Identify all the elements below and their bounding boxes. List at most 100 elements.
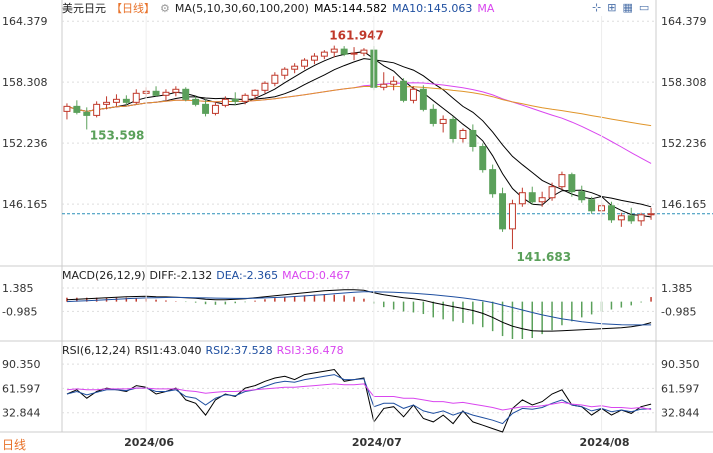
candle-body: [380, 83, 388, 88]
rsi-tick-left: 61.597: [2, 382, 41, 395]
candle-body: [429, 108, 437, 124]
macd-tick-right: -0.985: [661, 305, 696, 318]
candle-body: [211, 104, 219, 114]
candle-body: [340, 48, 348, 55]
candle-body: [192, 98, 200, 105]
candle-body: [291, 65, 299, 70]
candle-body: [350, 52, 358, 55]
candle-body: [271, 74, 279, 84]
candle-body: [419, 88, 427, 110]
prior-low-annotation: 153.598: [90, 128, 145, 142]
candle-body: [518, 192, 526, 205]
candle-body: [607, 205, 615, 221]
price-tick-left: 146.165: [2, 198, 48, 211]
toolbar: ⊹⊞▦▭: [592, 1, 655, 15]
macd-legend: MACD(26,12,9) DIFF:-2.132 DEA:-2.365 MACD:0…: [62, 269, 354, 283]
price-tick-right: 146.165: [661, 198, 707, 211]
rsi-tick-left: 90.350: [2, 358, 41, 371]
price-tick-left: 152.236: [2, 137, 48, 150]
candle-body: [627, 215, 635, 222]
candle-body: [548, 186, 556, 199]
price-tick-left: 164.379: [2, 15, 48, 28]
macd-params: MACD(26,12,9): [62, 269, 146, 282]
candle-body: [459, 129, 467, 139]
zoom-icon[interactable]: ⊞: [607, 1, 623, 14]
candle-body: [578, 191, 586, 201]
candle-body: [152, 90, 160, 96]
candle-body: [558, 174, 566, 188]
grid-icon[interactable]: ▦: [622, 1, 639, 14]
macd-value: MACD:0.467: [282, 269, 351, 282]
candle-body: [390, 80, 398, 85]
ma60-line: [66, 85, 652, 127]
dea-line: [66, 291, 652, 326]
x-tick-label: 2024/06: [124, 436, 174, 449]
candle-body: [261, 82, 269, 91]
candle-body: [310, 55, 318, 61]
candle-body: [172, 88, 180, 93]
period-label: 【日线】: [111, 2, 155, 15]
candle-body: [568, 174, 576, 193]
candle-body: [132, 92, 140, 103]
candle-body: [122, 98, 130, 103]
candle-body: [93, 103, 101, 116]
candle-body: [231, 98, 239, 102]
settings-icon[interactable]: ⚙: [160, 2, 170, 15]
ma-more-label: MA: [477, 2, 495, 15]
candle-body: [528, 192, 536, 203]
candle-body: [162, 91, 170, 96]
symbol-label: 美元日元: [62, 2, 106, 15]
x-tick-label: 2024/07: [352, 436, 402, 449]
macd-dea: DEA:-2.365: [216, 269, 279, 282]
candle-body: [63, 105, 71, 112]
rsi-tick-right: 90.350: [661, 358, 700, 371]
crosshair-icon[interactable]: ⊹: [592, 1, 608, 14]
candle-body: [112, 98, 120, 103]
candle-body: [83, 111, 91, 116]
candle-body: [439, 118, 447, 124]
candle-body: [469, 129, 477, 148]
candle-body: [251, 89, 259, 96]
rsi-legend: RSI(6,12,24) RSI1:43.040 RSI2:37.528 RSI3:3…: [62, 344, 348, 358]
rsi3-line: [66, 383, 652, 411]
window-icon[interactable]: ▭: [638, 1, 656, 14]
chart-frame: [0, 0, 713, 433]
ma5-line: [66, 51, 652, 218]
candle-body: [241, 94, 249, 102]
ma-lines: [66, 51, 652, 218]
rsi-params: RSI(6,12,24): [62, 344, 131, 357]
candle-body: [360, 49, 368, 54]
macd-tick-left: -0.985: [2, 305, 37, 318]
rsi2-line: [66, 374, 652, 425]
candle-body: [588, 199, 596, 212]
ma-params-label: MA(5,10,30,60,100,200): [174, 2, 309, 15]
ma5-value: MA5:144.582: [313, 2, 388, 15]
candle-body: [538, 197, 546, 203]
macd-diff: DIFF:-2.132: [149, 269, 213, 282]
rsi-panel: 90.350 90.350 61.597 61.597 32.844 32.844: [2, 358, 700, 433]
rsi-tick-right: 61.597: [661, 382, 700, 395]
x-axis: 2024/06 2024/07 2024/08: [124, 16, 630, 449]
candle-body: [182, 88, 190, 100]
price-axis-labels: 164.379 164.379 158.308 158.308 152.236 152.2…: [2, 15, 707, 264]
x-tick-label: 2024/08: [580, 436, 630, 449]
macd-tick-left: 1.385: [2, 282, 34, 295]
diff-line: [66, 289, 652, 332]
rsi-tick-left: 32.844: [2, 407, 41, 420]
candle-body: [221, 98, 229, 106]
macd-tick-right: 1.385: [661, 282, 693, 295]
candle-body: [330, 48, 338, 53]
ma10-value: MA10:145.063: [392, 2, 473, 15]
price-tick-left: 158.308: [2, 76, 48, 89]
candle-body: [449, 118, 457, 139]
rsi3-value: RSI3:36.478: [276, 344, 344, 357]
period-button[interactable]: 日线: [2, 438, 27, 452]
candle-body: [281, 68, 289, 76]
price-legend: 美元日元 【日线】 ⚙ MA(5,10,30,60,100,200) MA5:144.5…: [62, 2, 499, 16]
candle-body: [409, 88, 417, 101]
candle-body: [637, 214, 645, 222]
rsi-tick-right: 32.844: [661, 407, 700, 420]
candle-body: [617, 215, 625, 221]
price-tick-right: 152.236: [661, 137, 707, 150]
